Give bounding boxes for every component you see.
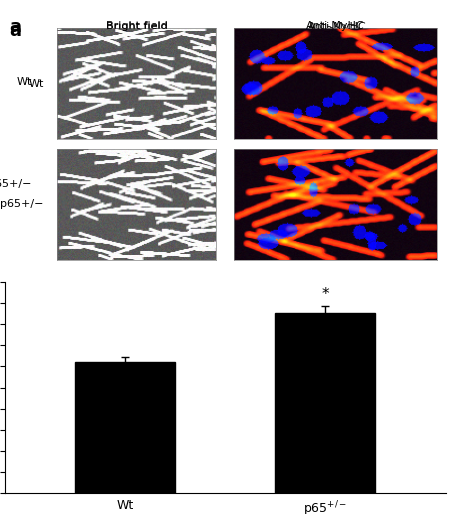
- Text: Wt: Wt: [28, 79, 44, 88]
- Text: *: *: [321, 287, 329, 302]
- Text: p65+/−: p65+/−: [0, 179, 32, 189]
- Text: Bright field: Bright field: [106, 22, 168, 32]
- Bar: [75, 362, 175, 493]
- Text: a: a: [9, 18, 21, 36]
- Text: a: a: [9, 22, 22, 40]
- Text: Anti-MyHC: Anti-MyHC: [306, 21, 364, 30]
- Text: Bright field: Bright field: [106, 21, 168, 30]
- Text: Wt: Wt: [17, 77, 32, 87]
- Text: Anti-MyHC: Anti-MyHC: [308, 22, 367, 32]
- Text: p65+/−: p65+/−: [0, 199, 44, 209]
- Bar: [275, 314, 375, 493]
